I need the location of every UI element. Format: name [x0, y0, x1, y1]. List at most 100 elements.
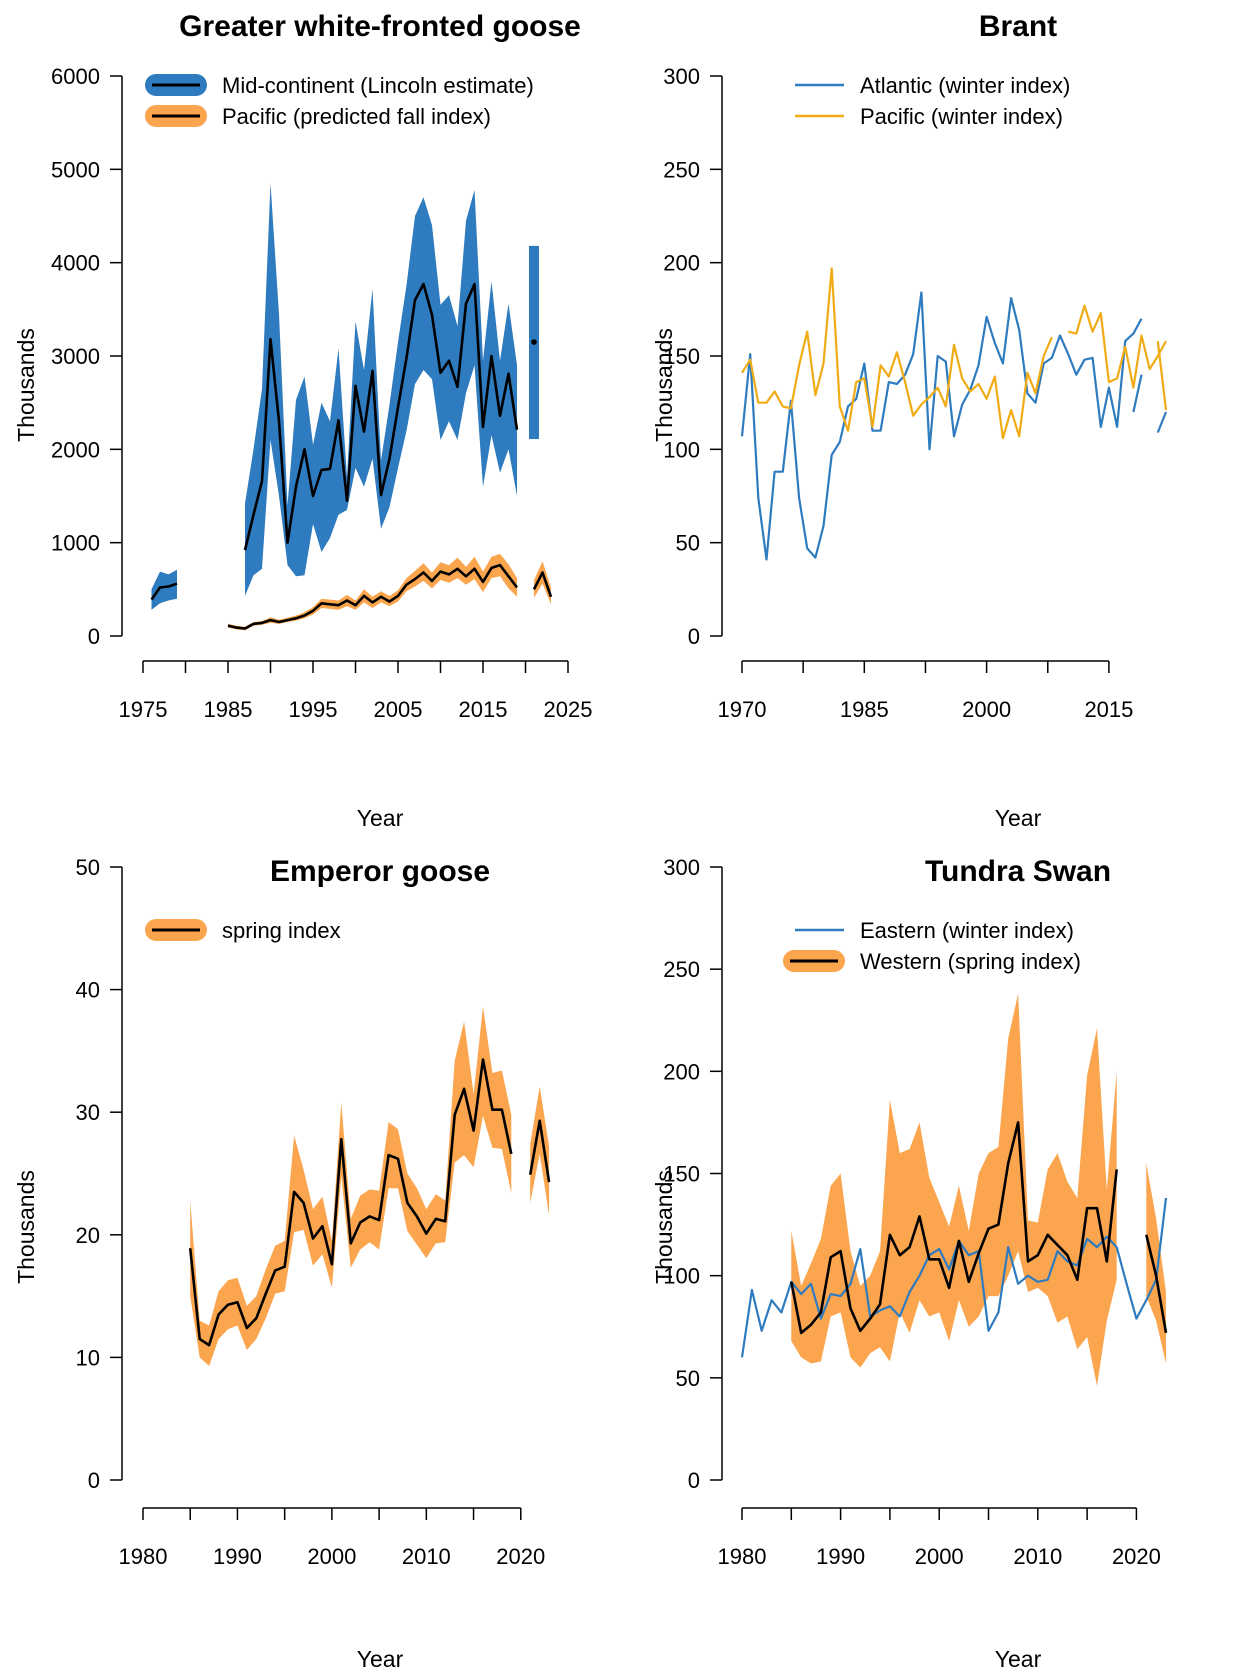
chart-title: Tundra Swan — [925, 855, 1111, 888]
series-line-1-segment-2 — [1156, 340, 1168, 411]
x-tick-label: 2000 — [915, 1544, 964, 1569]
series-line-0-segment-1 — [243, 282, 519, 551]
y-tick-label: 0 — [88, 624, 100, 649]
chart-title: Greater white-fronted goose — [179, 10, 581, 43]
y-tick-label: 40 — [76, 978, 100, 1003]
y-axis: 0 10 20 30 40 50 — [76, 855, 123, 1493]
panel-brant: Brant Thousands Year Atlantic (winter in… — [651, 10, 1168, 831]
x-tick-label: 2005 — [374, 697, 423, 722]
x-tick-label: 1990 — [213, 1544, 262, 1569]
x-axis: 1980 1990 2000 2010 2020 — [718, 1507, 1161, 1569]
x-tick-label: 1985 — [840, 697, 889, 722]
y-tick-label: 250 — [663, 157, 700, 182]
confidence-band-series-1-segment-0 — [228, 553, 517, 631]
x-tick-label: 1980 — [119, 1544, 168, 1569]
chart-title: Brant — [979, 10, 1057, 43]
y-tick-label: 0 — [688, 1468, 700, 1493]
y-tick-label: 5000 — [51, 157, 100, 182]
y-tick-label: 10 — [76, 1345, 100, 1370]
point-estimate-series-0 — [531, 339, 537, 345]
x-tick-label: 2000 — [307, 1544, 356, 1569]
x-tick-label: 1975 — [119, 697, 168, 722]
series-line-1-segment-0 — [227, 563, 519, 630]
y-axis-label: Thousands — [13, 328, 39, 442]
y-tick-label: 300 — [663, 855, 700, 880]
x-axis: 1980 1990 2000 2010 2020 — [119, 1507, 545, 1569]
y-tick-label: 0 — [88, 1468, 100, 1493]
y-tick-label: 1000 — [51, 531, 100, 556]
x-tick-label: 2015 — [1084, 697, 1133, 722]
confidence-band-series-0-segment-0 — [151, 569, 177, 610]
confidence-band-series-1-segment-1 — [534, 561, 551, 605]
x-tick-label: 2020 — [1112, 1544, 1161, 1569]
confidence-band-series-1-segment-0 — [791, 993, 1117, 1386]
x-tick-label: 2015 — [459, 697, 508, 722]
x-tick-label: 1980 — [718, 1544, 767, 1569]
panel-greater-white-fronted-goose: Greater white-fronted goose Thousands Ye… — [13, 10, 592, 831]
y-tick-label: 250 — [663, 957, 700, 982]
y-tick-label: 30 — [76, 1100, 100, 1125]
y-tick-label: 50 — [676, 531, 700, 556]
y-tick-label: 2000 — [51, 437, 100, 462]
confidence-band-series-0-segment-0 — [190, 1006, 512, 1366]
legend: spring index — [145, 918, 341, 943]
x-axis: 1975 1985 1995 2005 2015 2025 — [119, 660, 593, 722]
series-line-1-segment-1 — [1145, 1234, 1168, 1334]
legend-label-western: Western (spring index) — [860, 949, 1081, 974]
plot-area — [150, 183, 553, 631]
legend: Atlantic (winter index) Pacific (winter … — [795, 73, 1070, 129]
series-line-1-segment-0 — [741, 267, 1053, 440]
y-tick-label: 300 — [663, 64, 700, 89]
y-axis-label: Thousands — [651, 1170, 677, 1284]
plot-area — [740, 267, 1168, 561]
y-axis: 0 50 100 150 200 250 300 — [663, 855, 723, 1493]
panel-emperor-goose: Emperor goose Thousands Year spring inde… — [13, 855, 551, 1672]
y-tick-label: 200 — [663, 1059, 700, 1084]
series-line-0-segment-1 — [528, 1119, 551, 1183]
y-tick-label: 150 — [663, 1162, 700, 1187]
plot-area — [188, 1006, 551, 1366]
x-tick-label: 1970 — [718, 697, 767, 722]
y-tick-label: 100 — [663, 437, 700, 462]
x-axis-label: Year — [357, 805, 404, 831]
series-line-1-segment-1 — [532, 571, 553, 598]
y-axis-label: Thousands — [13, 1170, 39, 1284]
y-tick-label: 20 — [76, 1223, 100, 1248]
legend-label-spring-index: spring index — [222, 918, 341, 943]
y-axis: 0 50 100 150 200 250 300 — [663, 64, 723, 649]
y-axis: 0 1000 2000 3000 4000 5000 6000 — [51, 64, 123, 649]
series-line-1-segment-1 — [1067, 304, 1167, 389]
x-tick-label: 1995 — [289, 697, 338, 722]
legend: Mid-continent (Lincoln estimate) Pacific… — [145, 73, 534, 129]
chart-title: Emperor goose — [270, 855, 490, 888]
series-line-1-segment-0 — [790, 1121, 1118, 1335]
x-axis-label: Year — [995, 805, 1042, 831]
panel-tundra-swan: Tundra Swan Thousands Year Eastern (wint… — [651, 855, 1168, 1672]
legend-label-pacific: Pacific (predicted fall index) — [222, 104, 491, 129]
y-tick-label: 50 — [676, 1366, 700, 1391]
x-tick-label: 1985 — [204, 697, 253, 722]
y-tick-label: 150 — [663, 344, 700, 369]
confidence-band-series-1-segment-1 — [1146, 1163, 1166, 1364]
legend-label-atlantic: Atlantic (winter index) — [860, 73, 1070, 98]
x-tick-label: 2000 — [962, 697, 1011, 722]
series-line-0-segment-0 — [188, 1058, 513, 1347]
y-tick-label: 0 — [688, 624, 700, 649]
y-tick-label: 50 — [76, 855, 100, 880]
y-axis-label: Thousands — [651, 328, 677, 442]
legend-label-pacific: Pacific (winter index) — [860, 104, 1063, 129]
x-tick-label: 2010 — [402, 1544, 451, 1569]
x-tick-label: 2020 — [496, 1544, 545, 1569]
x-tick-label: 2010 — [1013, 1544, 1062, 1569]
series-line-0-segment-1 — [1132, 374, 1143, 413]
y-tick-label: 3000 — [51, 344, 100, 369]
series-line-0-segment-0 — [150, 582, 178, 601]
x-axis-label: Year — [995, 1646, 1042, 1672]
x-axis-label: Year — [357, 1646, 404, 1672]
confidence-band-series-0-segment-1 — [530, 1086, 550, 1216]
y-tick-label: 4000 — [51, 251, 100, 276]
series-line-0-segment-0 — [740, 1197, 1168, 1358]
legend-label-mid-continent: Mid-continent (Lincoln estimate) — [222, 73, 534, 98]
x-tick-label: 2025 — [544, 697, 593, 722]
plot-area — [740, 993, 1168, 1386]
